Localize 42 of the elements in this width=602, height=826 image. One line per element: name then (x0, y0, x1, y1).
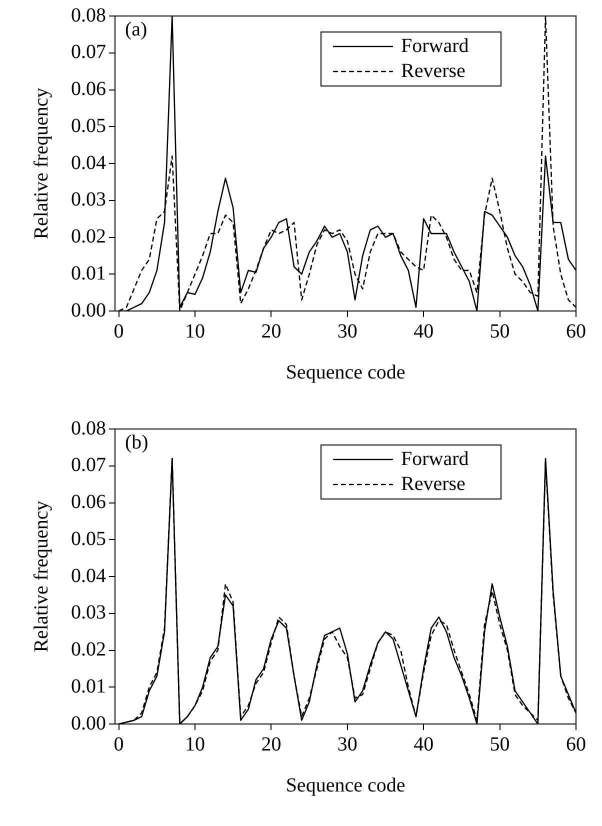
x-tick-label: 0 (114, 733, 124, 756)
x-axis-title: Sequence code (286, 774, 406, 796)
x-tick-label: 10 (185, 733, 206, 756)
y-axis-title: Relative frequency (30, 88, 52, 240)
x-tick-label: 20 (261, 320, 282, 342)
x-tick-label: 0 (114, 320, 124, 342)
x-tick-label: 40 (414, 733, 434, 756)
y-tick-label: 0.02 (71, 638, 106, 660)
legend-label: Reverse (401, 472, 466, 495)
y-tick-label: 0.06 (71, 78, 106, 100)
annotation: (a) (125, 18, 148, 40)
y-axis-title: Relative frequency (30, 500, 52, 652)
x-tick-label: 30 (337, 320, 358, 342)
y-tick-label: 0.05 (71, 528, 106, 550)
x-tick-label: 30 (337, 733, 358, 756)
y-tick-label: 0.01 (71, 675, 106, 698)
x-tick-label: 20 (261, 733, 282, 756)
y-tick-label: 0.04 (71, 152, 106, 174)
legend-label: Reverse (401, 60, 466, 82)
legend-label: Forward (401, 34, 469, 57)
x-tick-label: 50 (490, 320, 510, 342)
x-axis-title: Sequence code (286, 361, 406, 384)
x-tick-label: 60 (566, 320, 586, 342)
y-tick-label: 0.02 (71, 226, 106, 248)
y-tick-label: 0.08 (71, 4, 106, 26)
y-tick-label: 0.07 (71, 454, 106, 476)
y-tick-label: 0.06 (71, 491, 106, 513)
x-tick-label: 50 (490, 733, 510, 756)
y-tick-label: 0.03 (71, 602, 106, 624)
y-tick-label: 0.01 (71, 262, 106, 284)
y-tick-label: 0.00 (71, 712, 106, 734)
x-tick-label: 60 (566, 733, 586, 756)
y-tick-label: 0.00 (71, 299, 106, 322)
x-tick-label: 10 (185, 320, 206, 342)
y-tick-label: 0.04 (71, 564, 106, 587)
y-tick-label: 0.08 (71, 417, 106, 440)
annotation: (b) (125, 431, 148, 454)
y-tick-label: 0.07 (71, 41, 106, 64)
y-tick-label: 0.03 (71, 188, 106, 211)
y-tick-label: 0.05 (71, 114, 106, 137)
x-tick-label: 40 (414, 320, 434, 342)
legend-label: Forward (401, 448, 469, 470)
